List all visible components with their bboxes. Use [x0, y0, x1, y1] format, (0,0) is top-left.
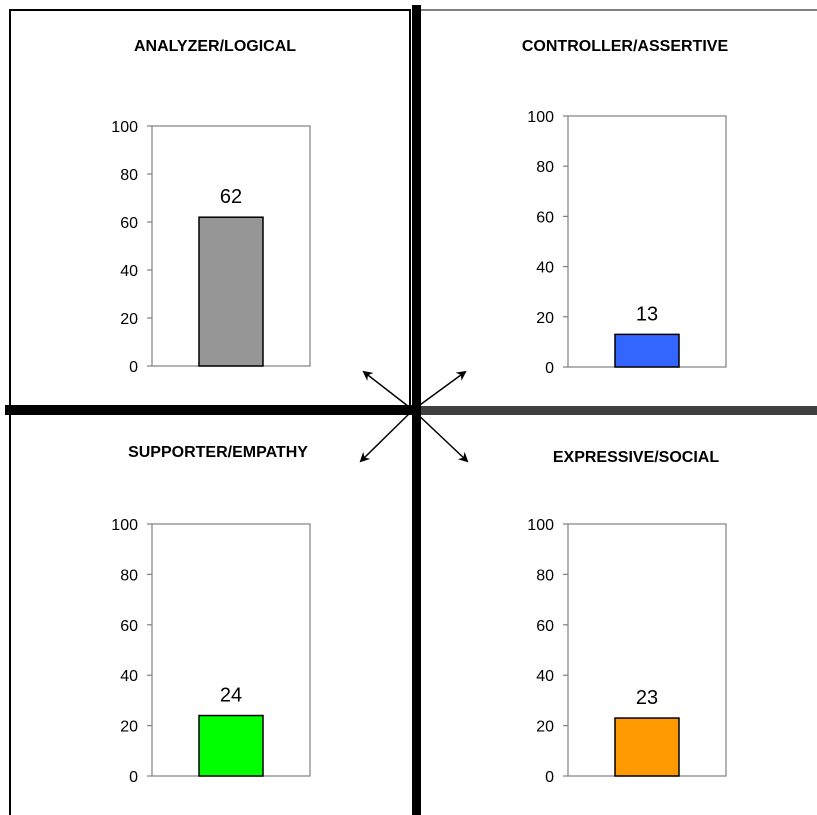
y-tick-label: 40: [120, 263, 138, 280]
y-tick-label: 60: [120, 215, 138, 232]
y-tick-label: 100: [527, 109, 554, 126]
chart-title: SUPPORTER/EMPATHY: [128, 444, 308, 461]
y-tick-label: 0: [545, 360, 554, 377]
horizontal-divider-left: [5, 405, 421, 415]
arrow-up-right-icon: [412, 370, 467, 411]
chart-title: CONTROLLER/ASSERTIVE: [522, 38, 729, 55]
y-tick-label: 100: [527, 517, 554, 534]
y-tick-label: 20: [120, 719, 138, 736]
y-tick-label: 80: [120, 567, 138, 584]
y-tick-label: 40: [120, 668, 138, 685]
y-tick-label: 60: [536, 209, 554, 226]
y-tick-label: 100: [111, 517, 138, 534]
y-tick-label: 40: [536, 260, 554, 277]
y-tick-label: 20: [536, 719, 554, 736]
chart-supporter: SUPPORTER/EMPATHY 0 20 40 60 80 100 24: [111, 444, 311, 786]
y-tick-label: 80: [536, 567, 554, 584]
chart-title: EXPRESSIVE/SOCIAL: [553, 449, 719, 466]
data-label: 24: [220, 685, 242, 707]
y-tick-label: 0: [545, 769, 554, 786]
y-tick-label: 0: [129, 769, 138, 786]
chart-title: ANALYZER/LOGICAL: [134, 38, 296, 55]
bar: [614, 333, 680, 368]
four-way-arrows-icon: [359, 370, 469, 463]
y-tick-label: 60: [536, 618, 554, 635]
y-tick-label: 20: [120, 311, 138, 328]
chart-controller: CONTROLLER/ASSERTIVE 0 20 40 60 80 100 13: [522, 38, 729, 377]
y-tick-label: 80: [536, 159, 554, 176]
chart-expressive: EXPRESSIVE/SOCIAL 0 20 40 60 80 100 23: [527, 449, 727, 786]
y-tick-label: 0: [129, 359, 138, 376]
y-tick-label: 20: [536, 310, 554, 327]
y-tick-label: 100: [111, 119, 138, 136]
bar: [614, 717, 680, 777]
bar: [198, 714, 264, 777]
bar: [198, 216, 264, 367]
arrow-up-left-icon: [362, 370, 414, 411]
data-label: 13: [636, 303, 658, 325]
data-label: 23: [636, 687, 658, 709]
y-tick-label: 80: [120, 167, 138, 184]
plot-area: [567, 115, 727, 368]
arrow-down-right-icon: [412, 409, 469, 463]
arrow-down-left-icon: [359, 409, 414, 463]
horizontal-divider-right: [421, 406, 817, 415]
chart-analyzer: ANALYZER/LOGICAL 0 20 40 60 80 100 62: [111, 38, 311, 376]
data-label: 62: [220, 186, 242, 208]
y-tick-label: 40: [536, 668, 554, 685]
y-tick-label: 60: [120, 618, 138, 635]
